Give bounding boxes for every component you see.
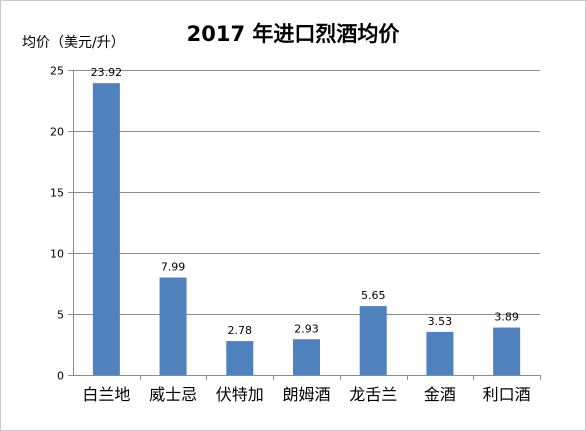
bar [293, 339, 320, 375]
y-tick-label: 20 [50, 126, 64, 139]
y-tick-label: 10 [50, 248, 64, 261]
y-tick-label: 25 [50, 65, 64, 78]
x-tick-label: 龙舌兰 [349, 385, 397, 404]
data-label: 2.93 [294, 322, 319, 335]
grid-lines [73, 70, 540, 315]
bar [359, 306, 387, 375]
x-tick-label: 威士忌 [149, 385, 197, 404]
bar [159, 277, 187, 375]
x-tick-label: 伏特加 [216, 385, 264, 404]
y-axis-label: 均价（美元/升） [22, 35, 125, 51]
axes [68, 70, 541, 380]
data-label: 3.89 [494, 311, 519, 324]
y-tick-label: 5 [57, 309, 64, 322]
bar [92, 83, 120, 376]
x-tick-label: 金酒 [424, 385, 456, 404]
y-tick-label: 15 [50, 187, 64, 200]
data-label: 23.92 [91, 66, 123, 79]
bars [92, 83, 521, 376]
chart-title: 2017 年进口烈酒均价 [186, 22, 400, 46]
bar [226, 341, 254, 375]
x-tick-label: 利口酒 [483, 385, 531, 404]
bar [426, 331, 454, 375]
x-tick-label: 白兰地 [82, 385, 130, 404]
data-label: 5.65 [361, 289, 386, 302]
labels: 0 5 10 15 20 25 23.92 白兰地 7.99 威士忌 2.78 伏特加 2.93 朗姆酒 5… [50, 65, 531, 405]
data-label: 7.99 [161, 261, 186, 274]
x-tick-label: 朗姆酒 [282, 385, 330, 404]
bar [493, 327, 521, 375]
data-label: 2.78 [228, 324, 253, 337]
y-tick-label: 0 [57, 370, 64, 383]
data-label: 3.53 [428, 315, 453, 328]
